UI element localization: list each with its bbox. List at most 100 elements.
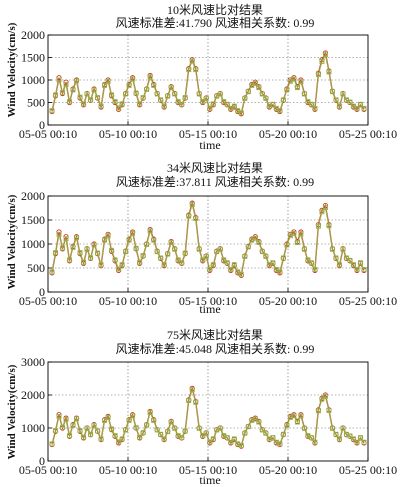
data-point: [116, 439, 122, 445]
data-point: [231, 103, 237, 109]
data-point: [56, 414, 62, 419]
data-point: [277, 108, 283, 114]
x-tick-label: 05-20 00:10: [259, 127, 317, 141]
data-point: [358, 435, 363, 441]
data-point: [245, 244, 251, 250]
data-point: [102, 237, 108, 243]
x-tick-label: 05-05 00:10: [19, 463, 77, 477]
data-point: [130, 76, 136, 82]
data-point: [179, 435, 185, 441]
x-tick-label: 05-15 00:10: [179, 463, 237, 477]
data-point: [161, 436, 167, 442]
y-axis-label: Wind Velocity(cm/s): [6, 364, 18, 459]
x-axis-label: time: [199, 138, 220, 152]
data-point: [351, 262, 356, 268]
panel-75m: 75米风速比对结果 风速标准差:45.048 风速相关系数: 0.99 Wind…: [6, 328, 397, 487]
data-point: [291, 76, 297, 82]
data-point: [105, 233, 111, 239]
data-point: [238, 110, 244, 116]
data-point: [84, 246, 90, 252]
data-point: [319, 396, 325, 402]
data-point: [270, 101, 276, 107]
data-point: [333, 255, 339, 261]
x-axis-label: time: [199, 473, 220, 487]
data-point: [168, 419, 174, 425]
data-point: [284, 242, 290, 248]
data-point: [158, 97, 164, 103]
data-point: [49, 108, 55, 114]
data-point: [291, 230, 297, 236]
data-point: [130, 230, 136, 236]
data-point: [165, 251, 171, 257]
data-point: [172, 246, 178, 252]
data-point: [333, 97, 339, 103]
panel-subtitle: 风速标准差:37.811 风速相关系数: 0.99: [116, 174, 314, 189]
data-point: [238, 271, 244, 277]
data-point: [67, 433, 72, 439]
data-point: [259, 249, 265, 255]
y-tick-label: 2000: [21, 28, 45, 42]
data-point: [140, 95, 146, 101]
data-point: [186, 213, 192, 219]
data-point: [200, 99, 206, 105]
data-point: [210, 436, 216, 442]
x-tick-label: 05-15 00:10: [179, 294, 237, 308]
data-point: [161, 103, 167, 109]
data-point: [203, 254, 209, 259]
series-line: [51, 53, 365, 114]
data-point: [126, 417, 132, 423]
data-point: [221, 257, 227, 263]
data-point: [144, 86, 150, 92]
data-point: [217, 91, 223, 97]
data-point: [294, 240, 300, 246]
data-point: [207, 439, 213, 445]
data-point: [130, 413, 136, 419]
y-tick-label: 0: [39, 285, 45, 299]
data-point: [172, 425, 178, 431]
data-point: [81, 434, 87, 440]
data-point: [256, 419, 262, 425]
data-point: [294, 419, 300, 425]
panel-10m: 10米风速比对结果 风速标准差:41.790 风速相关系数: 0.99 Wind…: [6, 3, 397, 152]
data-point: [88, 431, 94, 437]
y-tick-label: 2000: [21, 189, 45, 203]
data-point: [354, 439, 360, 445]
data-point: [126, 237, 132, 243]
data-point: [123, 91, 129, 97]
data-point: [252, 235, 258, 241]
data-point: [137, 259, 143, 265]
data-point: [340, 91, 346, 97]
data-point: [81, 101, 87, 107]
data-point: [172, 91, 178, 97]
data-point: [322, 205, 328, 210]
data-point: [91, 242, 97, 248]
data-point: [102, 417, 108, 423]
y-tick-label: 0: [39, 118, 45, 132]
data-point: [319, 59, 325, 64]
plot-area: 0 500 1000 1500 2000 05-05 00:10 05-10 00:10 05…: [19, 28, 397, 141]
data-point: [315, 223, 321, 229]
data-point: [200, 257, 206, 263]
data-point: [105, 414, 111, 420]
data-point: [347, 433, 353, 439]
y-tick-label: 1000: [21, 421, 45, 435]
data-point: [277, 269, 283, 275]
panel-subtitle: 风速标准差:45.048 风速相关系数: 0.99: [116, 341, 315, 356]
x-tick-label: 05-05 00:10: [19, 294, 77, 308]
data-point: [312, 105, 318, 111]
data-point: [126, 82, 132, 88]
data-point: [95, 95, 101, 101]
data-point: [60, 90, 65, 96]
data-point: [81, 259, 87, 265]
series-line: [51, 387, 365, 447]
x-tick-label: 05-15 00:10: [179, 127, 237, 141]
data-point: [284, 422, 290, 428]
data-point: [70, 87, 76, 93]
data-point: [280, 255, 286, 261]
data-point: [140, 253, 146, 258]
data-point: [308, 435, 314, 441]
data-point: [224, 101, 230, 107]
data-point: [67, 257, 72, 263]
data-point: [224, 435, 230, 441]
data-point: [252, 81, 258, 87]
